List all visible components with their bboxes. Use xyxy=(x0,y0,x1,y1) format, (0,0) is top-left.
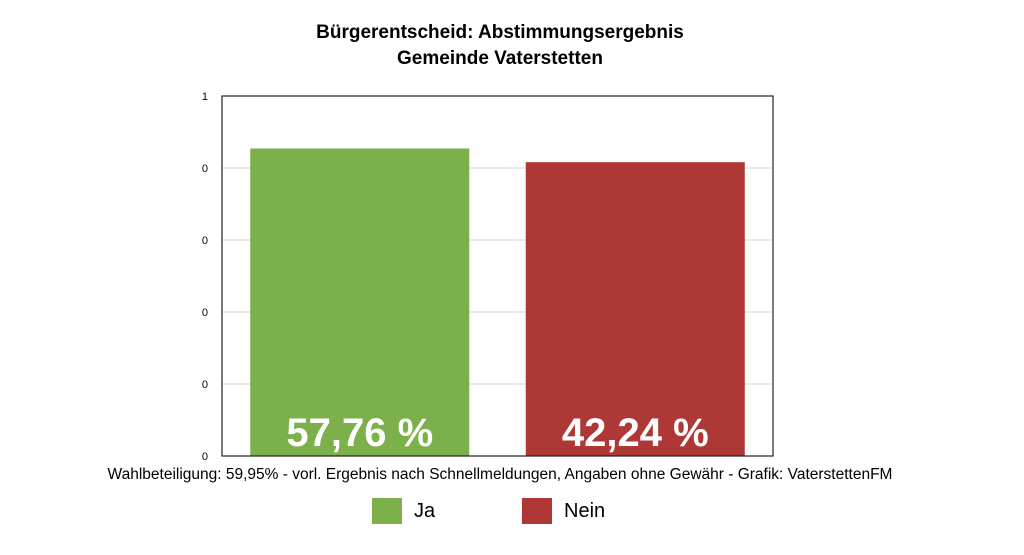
data-label-layer: 57,76 % 42,24 % xyxy=(286,411,708,455)
legend-item-ja: Ja xyxy=(372,496,435,526)
y-tick-label: 0 xyxy=(202,163,208,175)
legend-swatch-ja xyxy=(372,498,402,524)
bar-layer xyxy=(250,148,745,456)
y-tick-label: 0 xyxy=(202,451,208,463)
legend-label-nein: Nein xyxy=(564,499,606,522)
bar-ja xyxy=(250,148,470,456)
bar-chart: 0 0 0 0 0 1 57,76 % 42,24 % xyxy=(202,91,774,463)
plot-frame xyxy=(221,95,774,457)
legend-swatch-nein xyxy=(522,498,552,524)
y-tick-layer: 0 0 0 0 0 1 xyxy=(202,91,208,463)
legend-label-ja: Ja xyxy=(414,499,436,522)
data-label-ja: 57,76 % xyxy=(286,411,433,455)
legend-item-nein: Nein xyxy=(522,496,605,526)
legend: Ja Nein xyxy=(0,496,1000,526)
bar-nein xyxy=(525,162,745,456)
chart-title: Bürgerentscheid: Abstimmungsergebnis xyxy=(316,22,684,43)
footnote: Wahlbeteiligung: 59,95% - vorl. Ergebnis… xyxy=(107,466,893,483)
y-tick-label: 0 xyxy=(202,235,208,247)
y-tick-label: 0 xyxy=(202,307,208,319)
chart-subtitle: Gemeinde Vaterstetten xyxy=(397,48,603,69)
y-tick-label: 1 xyxy=(202,91,208,103)
data-label-nein: 42,24 % xyxy=(562,411,709,455)
y-tick-label: 0 xyxy=(202,379,208,391)
chart-title-block: Bürgerentscheid: Abstimmungsergebnis Gem… xyxy=(0,20,1000,72)
